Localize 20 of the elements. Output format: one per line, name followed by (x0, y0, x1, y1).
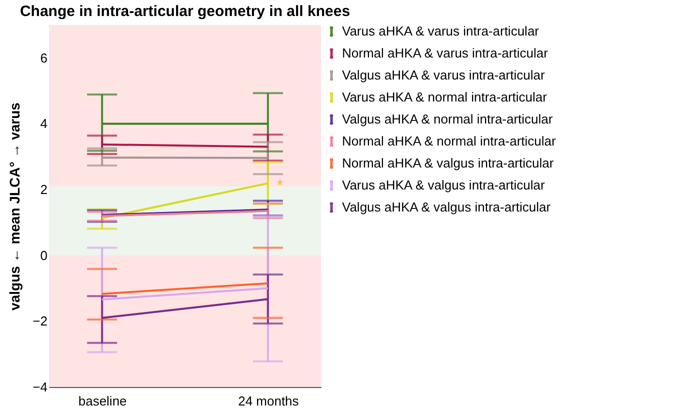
x-tick-label: baseline (78, 394, 127, 408)
legend-label: Normal aHKA & normal intra-articular (342, 134, 557, 148)
y-tick-label: 4 (40, 116, 48, 132)
annotation: * (276, 177, 284, 194)
y-tick-label: 6 (40, 50, 48, 66)
chart-title: Change in intra-articular geometry in all knees (20, 3, 350, 20)
legend-label: Varus aHKA & varus intra-articular (342, 24, 540, 38)
legend-label: Varus aHKA & valgus intra-articular (342, 178, 546, 192)
y-axis-title: valgus ← mean JLCA° → varus (6, 102, 23, 310)
legend-label: Valgus aHKA & normal intra-articular (342, 112, 554, 126)
y-tick-label: −2 (32, 314, 48, 329)
legend-label: Normal aHKA & valgus intra-articular (342, 156, 554, 170)
y-tick-label: −4 (32, 380, 48, 394)
y-tick-label: 0 (40, 248, 48, 263)
legend-label: Valgus aHKA & varus intra-articular (342, 68, 546, 82)
legend-label: Varus aHKA & normal intra-articular (342, 90, 548, 104)
x-tick-label: 24 months (238, 394, 300, 408)
legend-label: Valgus aHKA & valgus intra-articular (342, 200, 552, 214)
y-tick-label: 2 (40, 182, 48, 198)
legend-label: Normal aHKA & varus intra-articular (342, 46, 549, 60)
